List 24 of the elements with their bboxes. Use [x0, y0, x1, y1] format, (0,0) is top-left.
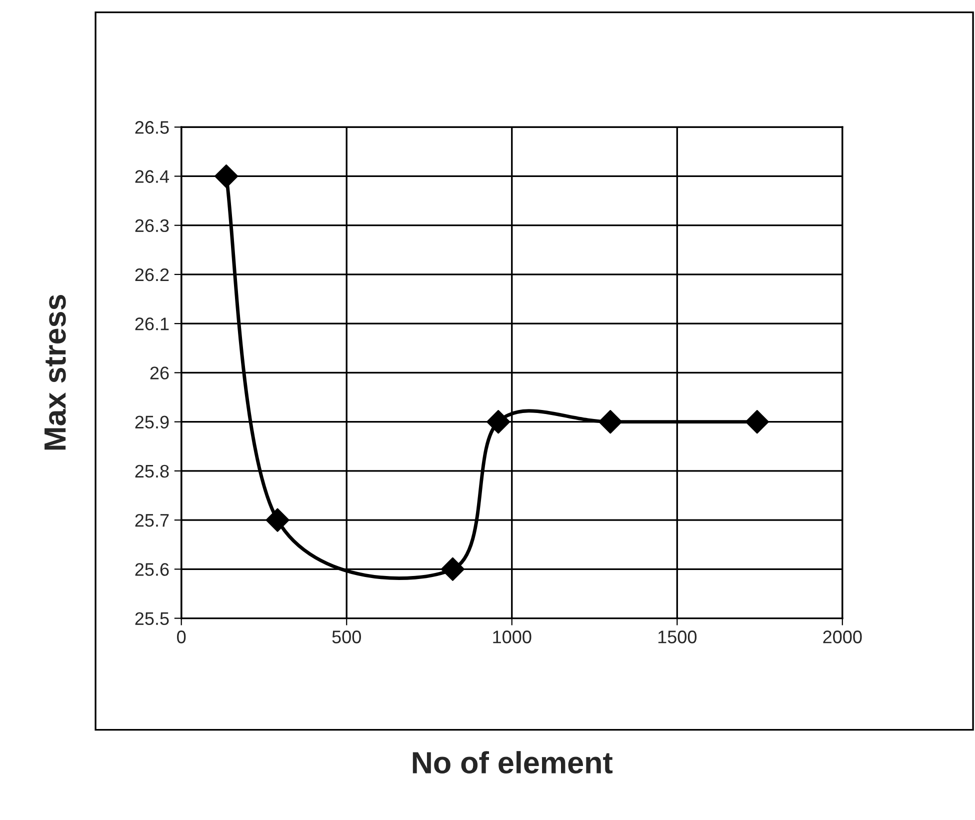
point [598, 410, 622, 434]
y-tick-label: 25.9 [135, 416, 169, 429]
x-tick-label: 0 [177, 630, 186, 644]
y-tick-label: 25.8 [135, 464, 169, 478]
point [486, 410, 510, 434]
x-tick-label: 1000 [493, 630, 532, 644]
x-tick-label: 500 [332, 630, 361, 644]
y-tick-label: 26.5 [135, 121, 169, 134]
y-tick-label: 26.3 [135, 219, 169, 232]
y-tick-label: 26.1 [135, 318, 169, 330]
point [745, 410, 769, 434]
x-axis-title: No of element [412, 751, 613, 774]
y-axis-title: Max stress [44, 294, 66, 450]
point [440, 557, 465, 581]
point [214, 164, 238, 188]
y-tick-label: 25.7 [135, 514, 169, 527]
x-tick-label: 1500 [658, 630, 697, 644]
y-tick-label: 26 [150, 366, 169, 380]
y-tick-label: 26.2 [135, 268, 169, 282]
y-tick-label: 25.5 [135, 612, 169, 625]
x-tick-label: 2000 [823, 630, 862, 644]
y-tick-label: 25.6 [135, 563, 169, 576]
y-tick-label: 26.4 [135, 170, 170, 183]
point [266, 508, 290, 532]
